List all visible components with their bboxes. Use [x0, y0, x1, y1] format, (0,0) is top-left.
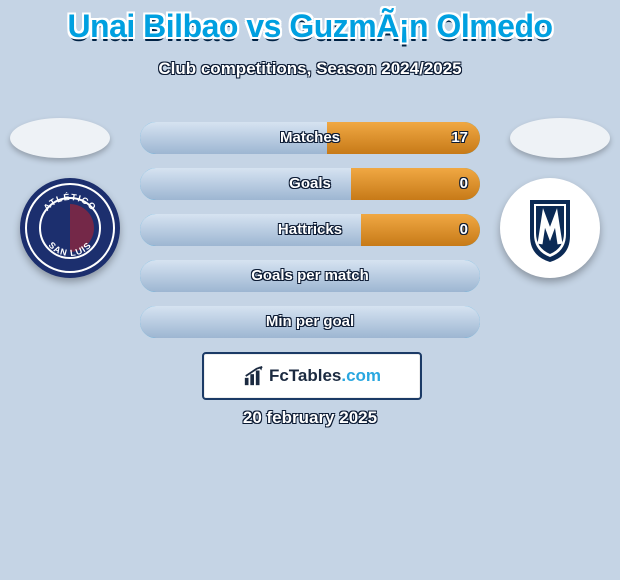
player-photo-right	[510, 118, 610, 158]
stat-label: Matches	[140, 122, 480, 154]
fctables-logo-icon	[243, 365, 265, 387]
subtitle: Club competitions, Season 2024/2025	[0, 59, 620, 79]
fctables-name: FcTables.com	[269, 366, 381, 386]
stat-label: Hattricks	[140, 214, 480, 246]
stat-row-goals: Goals0	[140, 168, 480, 200]
stat-row-goals_per_match: Goals per match	[140, 260, 480, 292]
stat-value-right: 0	[460, 214, 468, 246]
stat-value-right: 17	[451, 122, 468, 154]
date-label: 20 february 2025	[0, 408, 620, 428]
stat-row-min_per_goal: Min per goal	[140, 306, 480, 338]
atletico-san-luis-icon: ATLÉTICO SAN LUIS	[20, 178, 120, 278]
stat-label: Goals per match	[140, 260, 480, 292]
stat-value-right: 0	[460, 168, 468, 200]
stat-label: Goals	[140, 168, 480, 200]
stat-row-hattricks: Hattricks0	[140, 214, 480, 246]
stats-bars: Matches17Goals0Hattricks0Goals per match…	[140, 122, 480, 352]
club-badge-right	[500, 178, 600, 278]
stat-label: Min per goal	[140, 306, 480, 338]
fctables-badge[interactable]: FcTables.com	[202, 352, 422, 400]
page-title: Unai Bilbao vs GuzmÃ¡n Olmedo	[0, 0, 620, 45]
club-badge-left: ATLÉTICO SAN LUIS	[20, 178, 120, 278]
monterrey-icon	[500, 178, 600, 278]
player-photo-left	[10, 118, 110, 158]
stat-row-matches: Matches17	[140, 122, 480, 154]
